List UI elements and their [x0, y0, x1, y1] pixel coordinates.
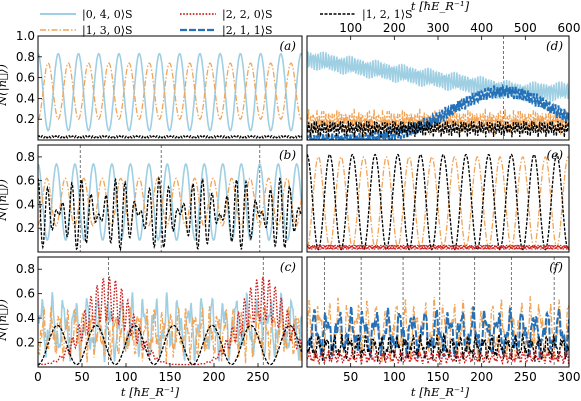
y-tick-label: 1.0: [16, 29, 35, 43]
x-tick-label: 250: [514, 370, 537, 384]
y-tick-label: 0.8: [16, 50, 35, 64]
panels: (a) 0.2 0.4 0.6 0.8 1.0 (b) 0.2 0.4 0.6 0.8 (c) 0.2 0…: [16, 21, 581, 384]
series-line-s211: [307, 306, 569, 359]
y-axis-label-bottom: N(|n⃗⟩): [0, 299, 10, 342]
panel-label: (d): [546, 39, 563, 53]
panel-d: (d) 100 200 300 400 500 600: [306, 21, 581, 141]
series-line-s040: [307, 51, 569, 102]
legend-label: |1, 3, 0⟩S: [82, 24, 133, 38]
series-group: [38, 52, 302, 139]
y-tick-label: 0.4: [16, 197, 35, 211]
x-axis-label-left: t [ħE_R⁻¹]: [121, 385, 180, 399]
panel-a: (a) 0.2 0.4 0.6 0.8 1.0: [16, 29, 303, 141]
series-line-s130: [38, 305, 302, 364]
x-tick-label: 200: [470, 370, 493, 384]
x-tick-label: 250: [247, 370, 270, 384]
x-axis-label-right: t [ħE_R⁻¹]: [411, 385, 470, 399]
panel-c: (c) 0.2 0.4 0.6 0.8 0 50 100 150 200 250: [16, 256, 303, 384]
series-group: [38, 162, 302, 252]
panel-e: (e): [306, 144, 570, 253]
y-axis-label-mid: N(|n⃗⟩): [0, 179, 10, 222]
x-tick-top-label: 200: [383, 21, 406, 35]
legend-item-s121: |1, 2, 1⟩S: [320, 8, 413, 22]
panel-b: (b) 0.2 0.4 0.6 0.8: [16, 144, 303, 253]
series-line-s220: [307, 348, 569, 365]
y-tick-label: 0.8: [16, 262, 35, 276]
series-line-s121: [307, 153, 569, 251]
panel-label: (b): [279, 148, 296, 162]
legend-label: |2, 2, 0⟩S: [222, 8, 273, 22]
legend: |0, 4, 0⟩S |1, 3, 0⟩S |2, 2, 0⟩S |2, 1, 1⟩S…: [40, 8, 413, 38]
series-line-s220: [307, 244, 569, 250]
y-tick-label: 0.2: [16, 112, 35, 126]
panel-frame: [37, 144, 303, 253]
y-tick-label: 0.8: [16, 150, 35, 164]
series-line-s040: [38, 162, 302, 241]
x-tick-top-label: 300: [427, 21, 450, 35]
x-tick-top-label: 600: [558, 21, 581, 35]
y-tick-label: 0.2: [16, 221, 35, 235]
legend-item-s130: |1, 3, 0⟩S: [40, 24, 133, 38]
series-line-s121: [307, 120, 569, 138]
series-line-s121: [307, 332, 569, 362]
y-tick-label: 0.2: [16, 336, 35, 350]
series-line-s121: [38, 134, 302, 139]
legend-label: |0, 4, 0⟩S: [82, 8, 133, 22]
series-line-s130: [307, 155, 569, 249]
series-group: [307, 51, 569, 140]
series-line-s040: [38, 52, 302, 132]
series-line-s121: [38, 175, 302, 252]
panel-label: (c): [280, 260, 296, 274]
x-tick-top-label: 100: [339, 21, 362, 35]
x-tick-label: 300: [558, 370, 581, 384]
panel-label: (a): [279, 39, 296, 53]
x-tick-label: 150: [427, 370, 450, 384]
y-axis-label-top: N(|n⃗⟩): [0, 64, 10, 107]
series-line-s211: [307, 83, 569, 140]
panel-frame: [306, 144, 570, 253]
panel-label: (e): [547, 148, 564, 162]
x-tick-top-label: 400: [470, 21, 493, 35]
series-group: [307, 296, 569, 365]
y-tick-label: 0.4: [16, 311, 35, 325]
legend-item-s040: |0, 4, 0⟩S: [40, 8, 133, 22]
legend-item-s220: |2, 2, 0⟩S: [180, 8, 273, 22]
panel-f: (f) 50 100 150 200 250 300: [306, 256, 581, 384]
x-tick-label: 0: [34, 370, 42, 384]
x-tick-label: 150: [159, 370, 182, 384]
legend-label: |1, 2, 1⟩S: [362, 8, 413, 22]
x-tick-label: 200: [203, 370, 226, 384]
x-tick-label: 50: [74, 370, 89, 384]
panel-label: (f): [549, 260, 563, 274]
y-tick-label: 0.6: [16, 174, 35, 188]
x-tick-label: 100: [383, 370, 406, 384]
series-line-s121: [38, 324, 302, 366]
x-tick-label: 100: [115, 370, 138, 384]
series-line-s130: [38, 62, 302, 121]
axis-labels: N(|n⃗⟩) N(|n⃗⟩) N(|n⃗⟩) t [ħE_R⁻¹] t [ħE…: [0, 0, 470, 399]
y-tick-label: 0.4: [16, 91, 35, 105]
y-tick-label: 0.6: [16, 287, 35, 301]
legend-item-s211: |2, 1, 1⟩S: [180, 24, 273, 38]
series-line-s130: [307, 296, 569, 364]
x-axis-label-top: t [ħE_R⁻¹]: [411, 0, 470, 13]
x-tick-top-label: 500: [514, 21, 537, 35]
y-tick-label: 0.6: [16, 71, 35, 85]
series-group: [38, 276, 302, 366]
series-group: [307, 153, 569, 251]
panel-frame: [37, 35, 303, 141]
x-tick-label: 50: [343, 370, 358, 384]
legend-label: |2, 1, 1⟩S: [222, 24, 273, 38]
